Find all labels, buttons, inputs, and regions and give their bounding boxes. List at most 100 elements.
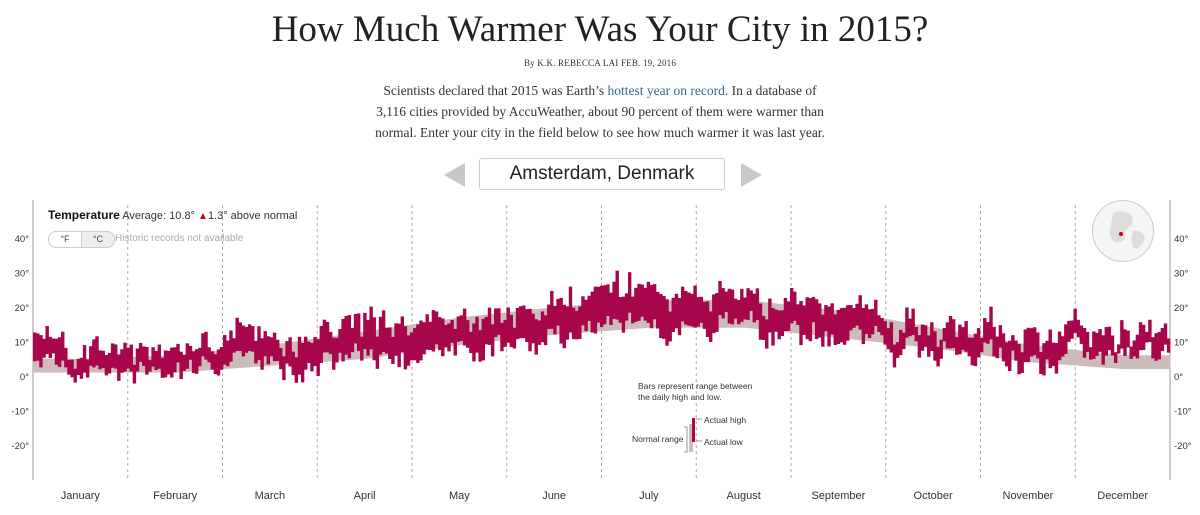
actual-range-bar [213,354,218,375]
actual-range-bar [846,305,850,341]
actual-range-bar [556,298,560,326]
actual-range-bar [1082,328,1087,358]
celsius-button[interactable]: °C [82,231,115,248]
actual-range-bar [817,303,822,338]
normal-range-bar [939,328,943,350]
actual-range-bar [615,270,619,320]
actual-range-bar [1101,335,1105,365]
actual-range-bar [765,319,769,349]
actual-range-bar [827,306,831,347]
actual-range-bar [244,327,249,353]
normal-range-bar [235,348,239,369]
actual-range-bar [1004,342,1009,367]
previous-city-arrow-icon[interactable] [444,163,465,187]
actual-range-bar [1054,342,1059,374]
actual-range-bar [422,322,426,355]
actual-range-bar [117,354,121,381]
actual-range-bar [425,314,429,350]
actual-range-bar [1089,347,1093,360]
next-city-arrow-icon[interactable] [741,163,762,187]
actual-range-bar [743,297,747,320]
actual-range-bar [406,335,411,366]
actual-range-bar [437,317,442,351]
actual-range-bar [808,298,813,342]
actual-range-bar [145,346,149,375]
actual-range-bar [179,351,183,379]
normal-range-bar [204,352,208,371]
actual-range-bar [621,296,626,333]
globe-locator-icon [1092,200,1154,262]
actual-range-bar [914,327,918,342]
normal-range-bar [1011,341,1015,360]
unit-toggle: °F °C [48,231,115,248]
legend-key-bracket [684,426,688,453]
actual-range-bar [235,317,239,351]
normal-range-bar [1163,355,1168,370]
actual-range-bar [416,324,420,363]
actual-range-bar [749,290,753,311]
actual-range-bar [1011,335,1015,351]
globe-drawing [1109,211,1145,249]
actual-range-bar [1110,335,1115,356]
actual-range-bar [79,357,84,379]
actual-range-bar [553,305,557,335]
actual-range-bar [674,293,679,329]
intro-text-before: Scientists declared that 2015 was Earth’… [383,83,608,98]
actual-range-bar [33,332,37,362]
normal-range-bar [1079,350,1084,366]
actual-range-bar [132,364,137,384]
normal-range-bar [989,337,993,357]
normal-range-bar [892,320,897,344]
normal-range-bar [983,336,987,356]
actual-range-bar [652,284,657,320]
actual-range-bar [85,359,90,378]
actual-range-bar [1123,329,1127,356]
normal-range-bar [1129,355,1134,370]
actual-range-bar [70,359,74,378]
fahrenheit-button[interactable]: °F [48,231,82,248]
actual-range-bar [898,329,903,356]
month-label: March [255,490,286,502]
actual-range-bar [328,331,333,355]
actual-range-bar [462,308,467,346]
hottest-year-link[interactable]: hottest year on record [607,83,725,98]
normal-range-bar [1092,351,1096,367]
actual-range-bar [42,338,46,358]
legend-label: Temperature [48,208,120,222]
actual-range-bar [494,308,498,338]
normal-range-bar [998,339,1003,358]
actual-range-bar [920,324,925,351]
actual-range-bar [568,286,573,333]
actual-range-bar [198,347,202,367]
actual-range-bar [1166,338,1171,353]
city-search-input[interactable] [479,158,725,190]
legend-average: Average: 10.8° [122,210,195,222]
y-tick-label-right: 40° [1174,234,1189,245]
actual-range-bar [216,349,221,376]
normal-range-bar [1123,355,1127,370]
actual-range-bar [724,291,728,313]
actual-range-bar [1029,328,1034,357]
actual-range-bar [129,344,133,372]
actual-range-bar [272,332,277,362]
actual-range-bar [419,320,423,361]
actual-range-bar [397,323,401,368]
actual-range-bar [226,340,230,367]
actual-range-bar [381,310,386,352]
normal-range-bar [1064,348,1068,365]
actual-range-bar [643,287,647,321]
actual-range-bar [637,283,641,321]
normal-range-bar [874,316,878,342]
actual-range-bar [151,347,155,367]
actual-range-bar [1079,325,1084,344]
actual-range-bar [603,285,607,325]
actual-range-bar [671,297,676,332]
y-tick-label-left: 10° [15,338,30,349]
actual-range-bar [780,310,785,337]
actual-range-bar [584,299,588,332]
actual-range-bar [394,323,398,356]
actual-range-bar [1042,343,1046,376]
actual-range-bar [294,357,299,383]
actual-range-bar [870,308,875,335]
normal-range-bar [1117,354,1121,369]
